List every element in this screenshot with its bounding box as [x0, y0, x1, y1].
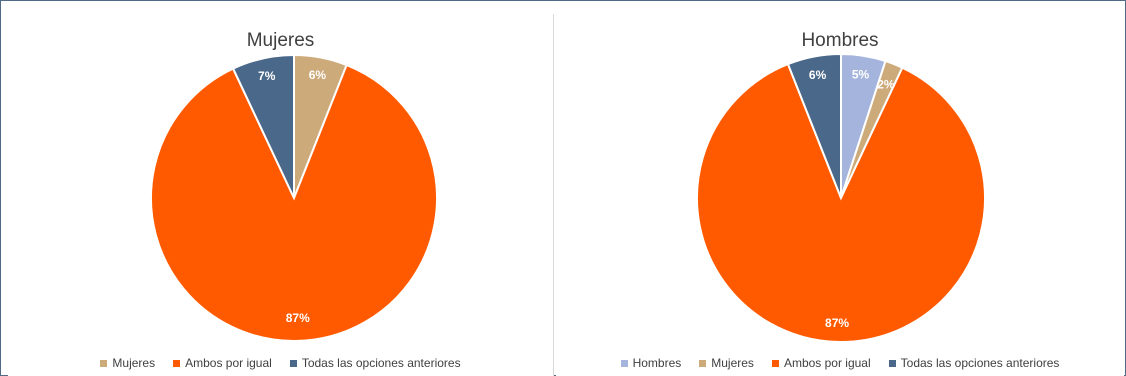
- legend-swatch: [173, 359, 181, 367]
- legend-swatch: [289, 359, 297, 367]
- slice-label-ambos-por-igual: 87%: [825, 316, 849, 330]
- legend-label: Todas las opciones anteriores: [301, 356, 461, 370]
- pie-slice-ambos-por-igual: [150, 63, 438, 342]
- slice-label-ambos-por-igual: 87%: [286, 311, 310, 325]
- legend-item-todas-las-opciones-anteriores: Todas las opciones anteriores: [289, 356, 461, 370]
- slice-label-hombres: 5%: [852, 68, 870, 82]
- legend-item-mujeres: Mujeres: [699, 356, 754, 370]
- legend-label: Ambos por igual: [185, 356, 272, 370]
- legend-label: Mujeres: [112, 356, 156, 370]
- slice-label-todas-las-opciones-anteriores: 6%: [809, 68, 827, 82]
- legend-swatch: [771, 359, 779, 367]
- chart-panel-hombres: Hombres 5% 2% 87% 6% Hombres Mujeres Ambos po…: [556, 14, 1124, 376]
- legend-item-ambos-por-igual: Ambos por igual: [771, 356, 871, 370]
- chart-legend: Mujeres Ambos por igual Todas las opciones…: [8, 356, 553, 370]
- legend-swatch: [699, 359, 707, 367]
- pie-slice-ambos-por-igual: [696, 62, 986, 343]
- slice-label-mujeres: 6%: [309, 68, 327, 82]
- legend-swatch: [100, 359, 108, 367]
- legend-swatch: [620, 359, 628, 367]
- pie-chart-mujeres: 6% 87% 7%: [150, 53, 438, 342]
- chart-title: Mujeres: [246, 30, 315, 51]
- pie-slice-todas-las-opciones-anteriores: [786, 52, 842, 199]
- chart-title: Hombres: [801, 30, 879, 51]
- legend-item-ambos-por-igual: Ambos por igual: [173, 356, 272, 370]
- legend-item-hombres: Hombres: [620, 356, 682, 370]
- legend-label: Todas las opciones anteriores: [900, 356, 1060, 370]
- legend-label: Ambos por igual: [783, 356, 871, 370]
- legend-swatch: [888, 359, 896, 367]
- chart-legend: Hombres Mujeres Ambos por igual Todas las o…: [556, 356, 1124, 370]
- pie-chart-hombres: 5% 2% 87% 6%: [696, 52, 986, 343]
- legend-item-mujeres: Mujeres: [100, 356, 155, 370]
- slice-label-mujeres: 2%: [877, 78, 895, 92]
- legend-item-todas-las-opciones-anteriores: Todas las opciones anteriores: [888, 356, 1060, 370]
- pie-slice-todas-las-opciones-anteriores: [231, 53, 295, 199]
- legend-label: Hombres: [632, 356, 682, 370]
- chart-panel-mujeres: Mujeres 6% 87% 7% Mujeres Ambos por igual To…: [8, 14, 554, 376]
- legend-label: Mujeres: [711, 356, 754, 370]
- slice-label-todas-las-opciones-anteriores: 7%: [258, 69, 276, 83]
